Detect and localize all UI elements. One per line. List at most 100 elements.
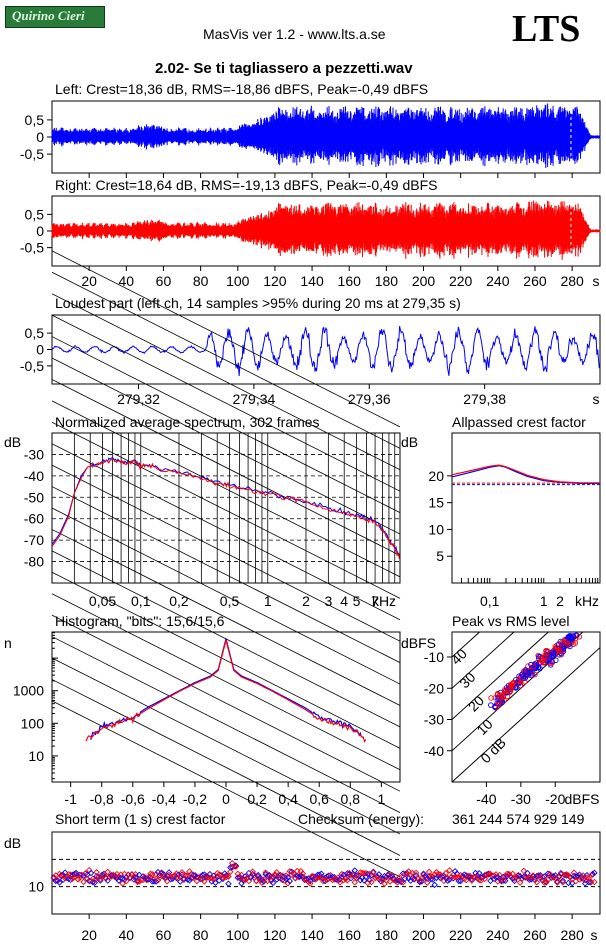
crest-point bbox=[364, 870, 372, 878]
crest-point bbox=[69, 875, 76, 883]
slope-line bbox=[51, 657, 401, 835]
crest-point bbox=[353, 874, 360, 882]
peak-rms-title: Peak vs RMS level bbox=[452, 613, 570, 629]
crest-point bbox=[186, 868, 193, 875]
crest-point bbox=[585, 878, 593, 886]
crest-point bbox=[403, 869, 411, 877]
histogram-right-line bbox=[85, 640, 367, 743]
y-tick-label: -80 bbox=[24, 554, 44, 570]
crest-point bbox=[561, 871, 568, 879]
peak-rms-point bbox=[488, 695, 494, 701]
loudest-part-title: Loudest part (left ch, 14 samples >95% d… bbox=[55, 295, 461, 311]
y-tick-label: 10 bbox=[28, 748, 44, 764]
crest-point bbox=[56, 879, 63, 886]
crest-point bbox=[225, 873, 232, 880]
crest-point bbox=[223, 873, 230, 881]
crest-point bbox=[321, 877, 329, 885]
crest-point bbox=[344, 870, 351, 877]
y-tick-label: -0,5 bbox=[20, 146, 44, 162]
peak-rms-point bbox=[573, 632, 580, 639]
crest-point bbox=[345, 869, 353, 877]
spectrum-grid bbox=[51, 250, 401, 878]
peak-rms-point bbox=[547, 650, 553, 657]
peak-rms-point bbox=[549, 651, 556, 658]
x-tick-label: 100 bbox=[226, 273, 250, 289]
x-tick-label: s bbox=[593, 273, 600, 289]
crest-point bbox=[152, 878, 160, 885]
peak-rms-point bbox=[546, 658, 552, 664]
crest-point bbox=[290, 869, 297, 877]
y-tick-label: 10 bbox=[28, 879, 44, 895]
crest-point bbox=[539, 873, 546, 881]
crest-point bbox=[542, 879, 550, 886]
slope-line bbox=[51, 507, 401, 685]
crest-point bbox=[227, 868, 234, 876]
y-tick-label: -10 bbox=[424, 649, 444, 665]
peak-rms-point bbox=[502, 688, 508, 695]
crest-point bbox=[396, 874, 403, 881]
crest-point bbox=[212, 879, 219, 886]
x-tick-label: 240 bbox=[486, 927, 510, 943]
x-tick-label: 2 bbox=[556, 593, 564, 609]
crest-point bbox=[583, 874, 591, 881]
crest-point bbox=[470, 874, 477, 881]
crest-point bbox=[260, 876, 268, 883]
y-tick-label: -0,5 bbox=[20, 358, 44, 374]
y-tick-label: 0 bbox=[36, 342, 44, 358]
slope-line bbox=[51, 293, 401, 471]
x-tick-label: 120 bbox=[263, 273, 287, 289]
y-axis-label: dB bbox=[401, 434, 418, 450]
crest-point bbox=[336, 879, 344, 886]
crest-point bbox=[80, 878, 87, 886]
y-tick-label: 0,5 bbox=[25, 112, 45, 128]
crest-point bbox=[336, 876, 344, 883]
right-channel-title: Right: Crest=18,64 dB, RMS=-19,13 dBFS, … bbox=[55, 177, 438, 193]
peak-rms-point bbox=[494, 695, 501, 701]
crest-point bbox=[455, 877, 463, 885]
crest-point bbox=[295, 873, 303, 880]
diagonal-label: 0 dB bbox=[477, 734, 509, 766]
peak-rms-point bbox=[540, 659, 547, 666]
crest-point bbox=[476, 870, 483, 877]
slope-line bbox=[51, 400, 401, 578]
allpass-title: Allpassed crest factor bbox=[452, 414, 586, 430]
crest-point bbox=[559, 878, 567, 886]
y-tick-label: 0 bbox=[36, 129, 44, 145]
crest-point bbox=[132, 871, 139, 878]
crest-point bbox=[130, 873, 137, 881]
waveform-trace bbox=[51, 200, 601, 260]
x-tick-label: -30 bbox=[511, 791, 531, 807]
crest-point bbox=[65, 871, 72, 878]
crest-point bbox=[461, 871, 468, 878]
slope-line bbox=[51, 571, 401, 749]
crest-point bbox=[487, 877, 494, 885]
crest-point bbox=[492, 873, 500, 881]
crest-point bbox=[444, 877, 451, 884]
waveform-trace bbox=[51, 103, 601, 169]
slope-line bbox=[51, 379, 401, 556]
diagonal-label: 20 bbox=[465, 692, 487, 714]
crest-point bbox=[234, 874, 241, 881]
crest-point bbox=[370, 868, 377, 876]
crest-point bbox=[269, 879, 277, 887]
crest-point bbox=[271, 871, 279, 878]
slope-line bbox=[51, 336, 401, 513]
peak-rms-point bbox=[530, 663, 537, 670]
peak-rms-point bbox=[504, 688, 511, 695]
slope-line bbox=[51, 593, 401, 771]
crest-point bbox=[357, 869, 364, 876]
x-tick-label: 20 bbox=[81, 927, 97, 943]
x-tick-label: 279,36 bbox=[348, 391, 391, 407]
slope-line bbox=[51, 314, 401, 492]
peak-rms-point bbox=[556, 647, 563, 653]
slope-line bbox=[51, 271, 401, 449]
crest-point bbox=[338, 870, 346, 878]
y-tick-label: -60 bbox=[24, 511, 44, 527]
crest-point bbox=[241, 876, 249, 884]
y-tick-label: -70 bbox=[24, 532, 44, 548]
x-tick-label: 0,6 bbox=[309, 791, 329, 807]
crest-point bbox=[297, 872, 305, 880]
x-tick-label: 80 bbox=[193, 927, 209, 943]
crest-point bbox=[199, 871, 206, 879]
x-tick-label: 1 bbox=[540, 593, 548, 609]
